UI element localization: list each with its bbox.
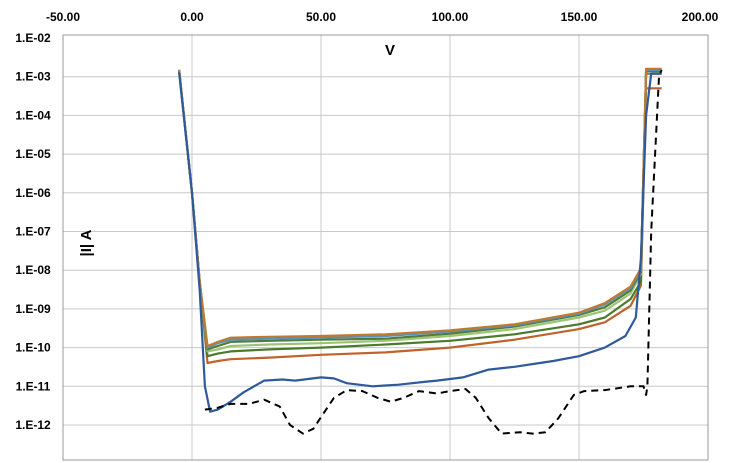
x-tick-label: -50.00 <box>46 10 80 24</box>
x-axis-title: V <box>385 42 395 59</box>
grid <box>63 35 708 460</box>
plot-frame <box>62 34 709 461</box>
series-line-4 <box>178 69 662 351</box>
x-tick-label: 50.00 <box>306 10 336 24</box>
series-line-1 <box>178 69 662 365</box>
series-lines <box>178 67 663 435</box>
x-axis-ticks: -50.00 0.00 50.00 100.00 150.00 200.00 <box>46 10 719 24</box>
y-tick-label: 1.E-04 <box>15 108 51 122</box>
x-tick-label: 150.00 <box>561 10 598 24</box>
y-axis-title: |I| A <box>78 229 95 256</box>
series-line-8 <box>204 69 663 435</box>
y-tick-label: 1.E-10 <box>15 341 51 355</box>
series-line-5 <box>178 68 662 349</box>
y-tick-label: 1.E-08 <box>15 263 51 277</box>
x-tick-label: 100.00 <box>432 10 469 24</box>
x-tick-label: 200.00 <box>682 10 719 24</box>
series-line-2 <box>178 69 662 358</box>
y-axis-ticks: 1.E-02 1.E-03 1.E-04 1.E-05 1.E-06 1.E-07 1.E-… <box>15 31 51 432</box>
series-line-7 <box>178 72 662 413</box>
y-tick-label: 1.E-03 <box>15 70 51 84</box>
y-tick-label: 1.E-09 <box>15 302 51 316</box>
y-tick-label: 1.E-12 <box>15 418 51 432</box>
y-tick-label: 1.E-07 <box>15 225 51 239</box>
y-tick-label: 1.E-05 <box>15 147 51 161</box>
series-line-6 <box>178 67 662 348</box>
y-tick-label: 1.E-02 <box>15 31 51 45</box>
y-tick-label: 1.E-06 <box>15 186 51 200</box>
x-tick-label: 0.00 <box>180 10 204 24</box>
y-tick-label: 1.E-11 <box>16 379 51 393</box>
